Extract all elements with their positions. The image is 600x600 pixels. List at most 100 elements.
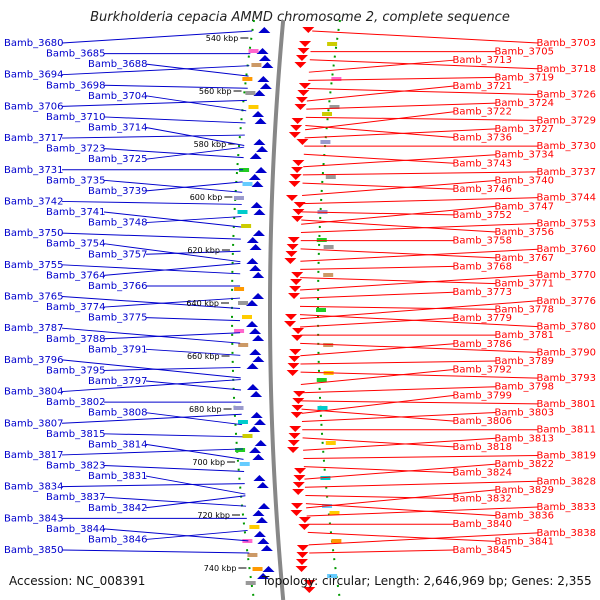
reverse-gene-arrow — [249, 153, 262, 159]
cog-block-reverse — [241, 224, 252, 228]
label-connector — [301, 408, 455, 422]
forward-gene-arrow — [295, 566, 308, 572]
forward-gene-arrow — [290, 125, 303, 131]
cog-block-forward — [327, 42, 338, 46]
scale-tick-label: 580 kbp — [194, 140, 227, 149]
label-connector — [301, 400, 539, 405]
label-connector — [145, 412, 243, 426]
label-connector — [61, 327, 241, 344]
cog-block-forward — [323, 273, 334, 277]
cog-block-reverse — [238, 301, 249, 305]
gene-label: Bamb_3792 — [452, 365, 512, 376]
genome-backbone — [268, 19, 286, 600]
cog-block-forward — [316, 238, 327, 242]
cog-block-forward — [320, 140, 331, 144]
forward-gene-arrow — [288, 293, 301, 299]
forward-gene-arrow — [297, 90, 310, 96]
forward-gene-arrow — [289, 349, 302, 355]
label-connector — [145, 146, 245, 160]
gene-label: Bamb_3819 — [536, 450, 596, 461]
forward-gene-arrow — [298, 517, 311, 523]
label-connector — [309, 59, 539, 70]
gene-label: Bamb_3798 — [494, 382, 554, 393]
label-connector — [301, 211, 455, 216]
label-connector-layer — [61, 30, 539, 554]
reverse-gene-arrow — [253, 90, 266, 96]
gene-label: Bamb_3757 — [88, 249, 148, 260]
forward-gene-arrow — [285, 251, 298, 257]
reverse-gene-arrow — [246, 300, 259, 306]
gene-label: Bamb_3778 — [494, 304, 554, 315]
gene-label: Bamb_3770 — [536, 270, 596, 281]
gene-label: Bamb_3742 — [4, 196, 64, 207]
scale-tick-label: 560 kbp — [199, 87, 232, 96]
reverse-gene-arrow — [246, 363, 259, 369]
label-connector — [306, 85, 455, 102]
gene-label: Bamb_3758 — [452, 236, 512, 247]
label-connector — [304, 463, 497, 480]
gene-label: Bamb_3817 — [4, 450, 64, 461]
gene-label: Bamb_3781 — [494, 330, 554, 341]
forward-gene-arrow — [303, 580, 316, 586]
gene-label: Bamb_3833 — [536, 502, 596, 513]
label-connector — [61, 65, 250, 76]
reverse-gene-arrow — [258, 503, 271, 509]
forward-gene-arrow — [296, 552, 309, 558]
gene-label: Bamb_3773 — [452, 287, 512, 298]
forward-gene-arrow — [284, 321, 297, 327]
gene-label: Bamb_3731 — [4, 165, 64, 176]
gene-label: Bamb_3804 — [4, 387, 64, 398]
forward-gene-arrow — [288, 433, 301, 439]
gene-label: Bamb_3788 — [46, 334, 106, 345]
cog-block-forward — [323, 343, 334, 347]
label-connector — [300, 277, 497, 285]
forward-gene-arrow — [296, 545, 309, 551]
scale-tick-label: 540 kbp — [206, 34, 239, 43]
cog-block-reverse — [251, 63, 262, 67]
gene-label: Bamb_3806 — [452, 416, 512, 427]
label-connector — [145, 181, 243, 192]
reverse-gene-arrow — [252, 510, 265, 516]
label-connector — [103, 116, 246, 124]
forward-gene-arrow — [291, 335, 304, 341]
forward-gene-arrow — [295, 55, 308, 61]
forward-gene-arrow — [293, 391, 306, 397]
forward-gene-arrow — [298, 83, 311, 89]
forward-gene-arrow — [287, 440, 300, 446]
scale-tick-label: 680 kbp — [189, 405, 222, 414]
gene-label: Bamb_3791 — [88, 344, 148, 355]
gene-label: Bamb_3739 — [88, 186, 148, 197]
reverse-gene-arrow — [260, 545, 273, 551]
map-title: Burkholderia cepacia AMMD chromosome 2, … — [90, 10, 510, 25]
gene-label: Bamb_3818 — [452, 442, 512, 453]
label-connector — [145, 95, 247, 112]
label-connector — [300, 342, 539, 353]
cog-block-forward — [317, 406, 328, 410]
cog-block-forward — [322, 112, 333, 116]
reverse-gene-arrow — [253, 419, 266, 425]
forward-gene-arrow — [291, 167, 304, 173]
cog-block-reverse — [233, 406, 244, 410]
label-connector — [306, 102, 497, 110]
gene-label: Bamb_3808 — [88, 408, 148, 419]
label-connector — [308, 59, 455, 73]
label-connector — [304, 480, 539, 488]
forward-gene-arrow — [287, 363, 300, 369]
label-connector — [103, 332, 241, 340]
gene-label: Bamb_3771 — [494, 279, 554, 290]
gene-label: Bamb_3843 — [4, 513, 64, 524]
gene-label: Bamb_3747 — [494, 201, 554, 212]
label-connector — [300, 317, 455, 328]
label-connector — [308, 76, 497, 81]
summary-label: Topology: circular; Length: 2,646,969 bp… — [262, 574, 592, 588]
label-connector — [301, 197, 539, 205]
gene-label: Bamb_3737 — [536, 167, 596, 178]
reverse-gene-arrow — [246, 237, 259, 243]
reverse-gene-arrow — [256, 48, 269, 54]
forward-gene-arrow — [294, 468, 307, 474]
cog-block-reverse — [242, 77, 253, 81]
gene-label: Bamb_3725 — [88, 154, 148, 165]
cog-block-reverse — [238, 343, 249, 347]
gene-label: Bamb_3822 — [494, 459, 554, 470]
forward-gene-arrow — [290, 412, 303, 418]
